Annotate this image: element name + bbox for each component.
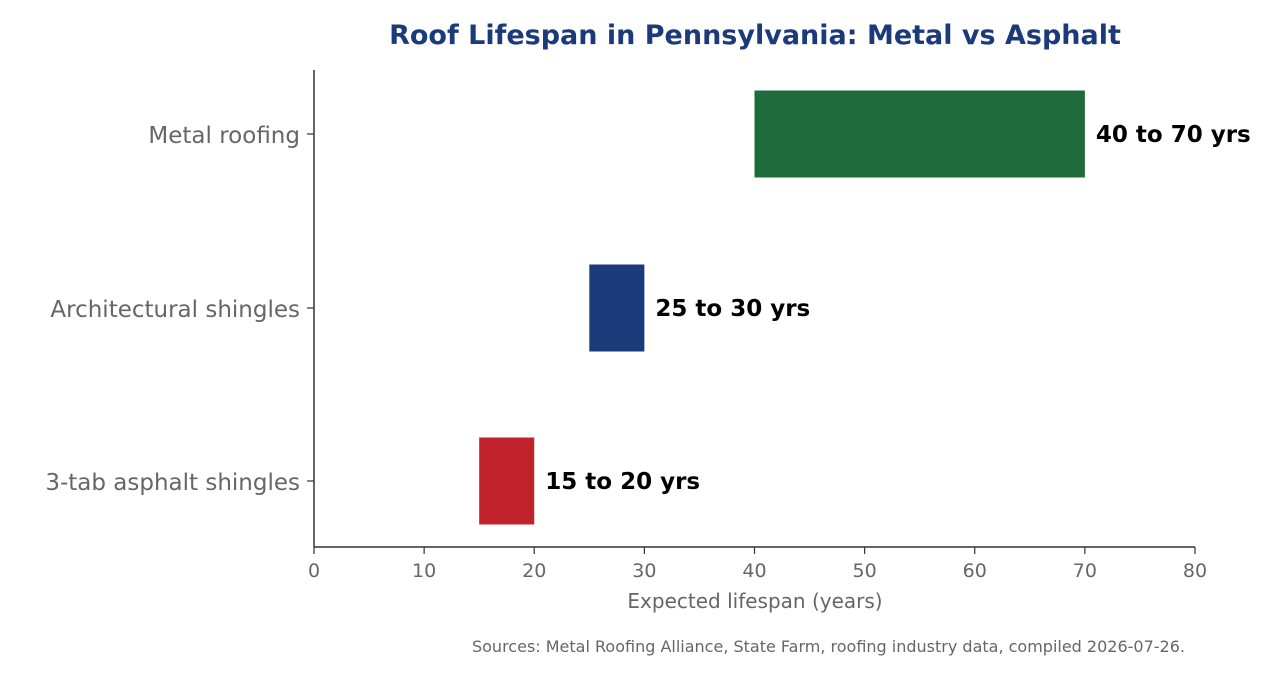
x-axis-title: Expected lifespan (years)	[627, 589, 882, 613]
x-tick-label-7: 70	[1073, 560, 1097, 582]
y-tick-label-0: Metal roofing	[148, 123, 300, 149]
x-tick-label-4: 40	[742, 560, 766, 582]
data-label-2: 15 to 20 yrs	[545, 469, 700, 495]
data-labels-group: 40 to 70 yrs 25 to 30 yrs 15 to 20 yrs	[545, 122, 1250, 495]
x-tick-label-8: 80	[1183, 560, 1207, 582]
x-tick-label-0: 0	[308, 560, 320, 582]
x-ticks-group: 0 10 20 30 40 50 60 70 80	[308, 547, 1207, 582]
bar-0	[754, 90, 1085, 178]
data-label-0: 40 to 70 yrs	[1096, 122, 1251, 148]
x-tick-label-2: 20	[522, 560, 546, 582]
x-tick-label-1: 10	[412, 560, 436, 582]
x-tick-label-3: 30	[632, 560, 656, 582]
bar-2	[479, 437, 535, 525]
x-tick-label-6: 60	[963, 560, 987, 582]
y-tick-label-1: Architectural shingles	[50, 297, 300, 323]
y-tick-labels-group: Metal roofing Architectural shingles 3-tab…	[45, 123, 314, 496]
chart-title: Roof Lifespan in Pennsylvania: Metal vs …	[389, 20, 1121, 51]
data-label-1: 25 to 30 yrs	[655, 296, 810, 322]
x-tick-label-5: 50	[853, 560, 877, 582]
source-note: Sources: Metal Roofing Alliance, State F…	[472, 637, 1185, 656]
bar-1	[589, 264, 645, 352]
bars-group	[479, 90, 1085, 525]
y-tick-label-2: 3-tab asphalt shingles	[45, 470, 300, 496]
